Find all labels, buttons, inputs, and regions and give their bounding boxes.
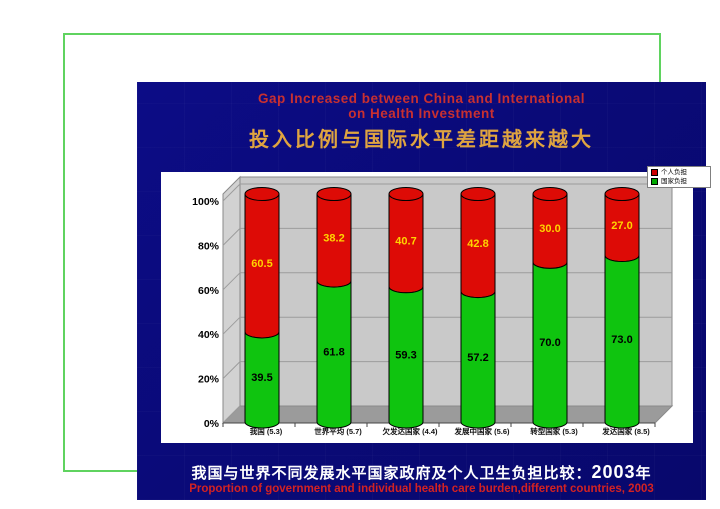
caption-chinese: 我国与世界不同发展水平国家政府及个人卫生负担比较：2003年: [137, 462, 706, 483]
cylinder-top: [604, 187, 640, 201]
caption-year: 2003: [591, 462, 636, 482]
x-category-label: 发展中国家 (5.6): [453, 426, 510, 436]
chart-panel: 0% 20% 40% 60% 80% 100% 60.5 39.5 38.2 61.8 40.7 5…: [161, 172, 693, 443]
cylinder-top: [532, 187, 568, 201]
plot-back-wall: [239, 176, 673, 407]
x-category-label: 发达国家 (8.5): [601, 426, 650, 436]
gridlines: [222, 183, 672, 424]
slide: Gap Increased between China and Internat…: [137, 82, 711, 500]
legend-swatch: [651, 169, 658, 176]
slide-title-chinese: 投入比例与国际水平差距越来越大: [249, 129, 594, 151]
stacked-bar-chart: 0% 20% 40% 60% 80% 100% 60.5 39.5 38.2 61.8 40.7 5…: [192, 175, 674, 436]
legend-item: 个人负担: [651, 169, 707, 176]
bar-value-government: 70.0: [539, 337, 560, 349]
y-tick-label: 20%: [198, 374, 220, 386]
cylinder-top: [460, 187, 496, 201]
bar-value-individual: 27.0: [611, 220, 632, 232]
legend-swatch: [651, 178, 658, 185]
title-en-line2: on Health Investment: [348, 106, 495, 121]
bar-segment-government: [532, 262, 568, 429]
bar-segment-government: [316, 280, 352, 429]
bar-value-individual: 38.2: [323, 233, 344, 245]
bars: 60.5 39.5 38.2 61.8 40.7 59.3 42.8 57.2 30.0 70.0…: [244, 187, 640, 429]
cylinder-top: [388, 187, 424, 201]
legend-label: 个人负担: [661, 169, 687, 176]
legend-item: 国家负担: [651, 178, 707, 185]
y-tick-label: 0%: [204, 418, 220, 430]
bar-value-government: 61.8: [323, 347, 344, 359]
x-category-label: 世界平均 (5.7): [314, 426, 362, 436]
x-category-label: 我国 (5.3): [250, 426, 283, 436]
bar-value-individual: 60.5: [251, 258, 272, 270]
bar-value-government: 73.0: [611, 334, 632, 346]
plot-left-wall: [222, 175, 241, 425]
axes: 0% 20% 40% 60% 80% 100%: [192, 196, 656, 430]
cylinder-top: [316, 187, 352, 201]
y-tick-label: 100%: [192, 196, 220, 208]
y-tick-label: 40%: [198, 329, 220, 341]
y-tick-label: 60%: [198, 285, 220, 297]
bar-value-individual: 42.8: [467, 238, 488, 250]
bar-value-government: 59.3: [395, 349, 416, 361]
caption-english: Proportion of government and individual …: [189, 483, 654, 495]
bar-value-government: 57.2: [467, 352, 488, 364]
x-category-label: 欠发达国家 (4.4): [382, 426, 438, 436]
x-axis-labels: 我国 (5.3) 世界平均 (5.7) 欠发达国家 (4.4) 发展中国家 (5.6)…: [250, 426, 651, 436]
title-en-line1: Gap Increased between China and Internat…: [257, 91, 586, 106]
caption-year-suffix: 年: [635, 465, 652, 482]
bar-segment-government: [388, 286, 424, 429]
legend-label: 国家负担: [661, 178, 687, 185]
bar-segment-government: [604, 255, 640, 429]
bar-value-individual: 40.7: [395, 235, 416, 247]
cylinder-top: [244, 187, 280, 201]
bar-segment-government: [460, 291, 496, 429]
bar-value-government: 39.5: [251, 372, 272, 384]
bar-value-individual: 30.0: [539, 223, 560, 235]
caption-zh-text: 我国与世界不同发展水平国家政府及个人卫生负担比较：: [191, 465, 592, 482]
bar-segment-government: [244, 331, 280, 429]
slide-outer-frame: Gap Increased between China and Internat…: [63, 33, 711, 500]
x-category-label: 转型国家 (5.3): [530, 426, 578, 436]
chart-legend: 个人负担 国家负担: [647, 166, 711, 188]
slide-title-english: Gap Increased between China and Internat…: [137, 91, 706, 121]
y-tick-label: 80%: [198, 240, 220, 252]
